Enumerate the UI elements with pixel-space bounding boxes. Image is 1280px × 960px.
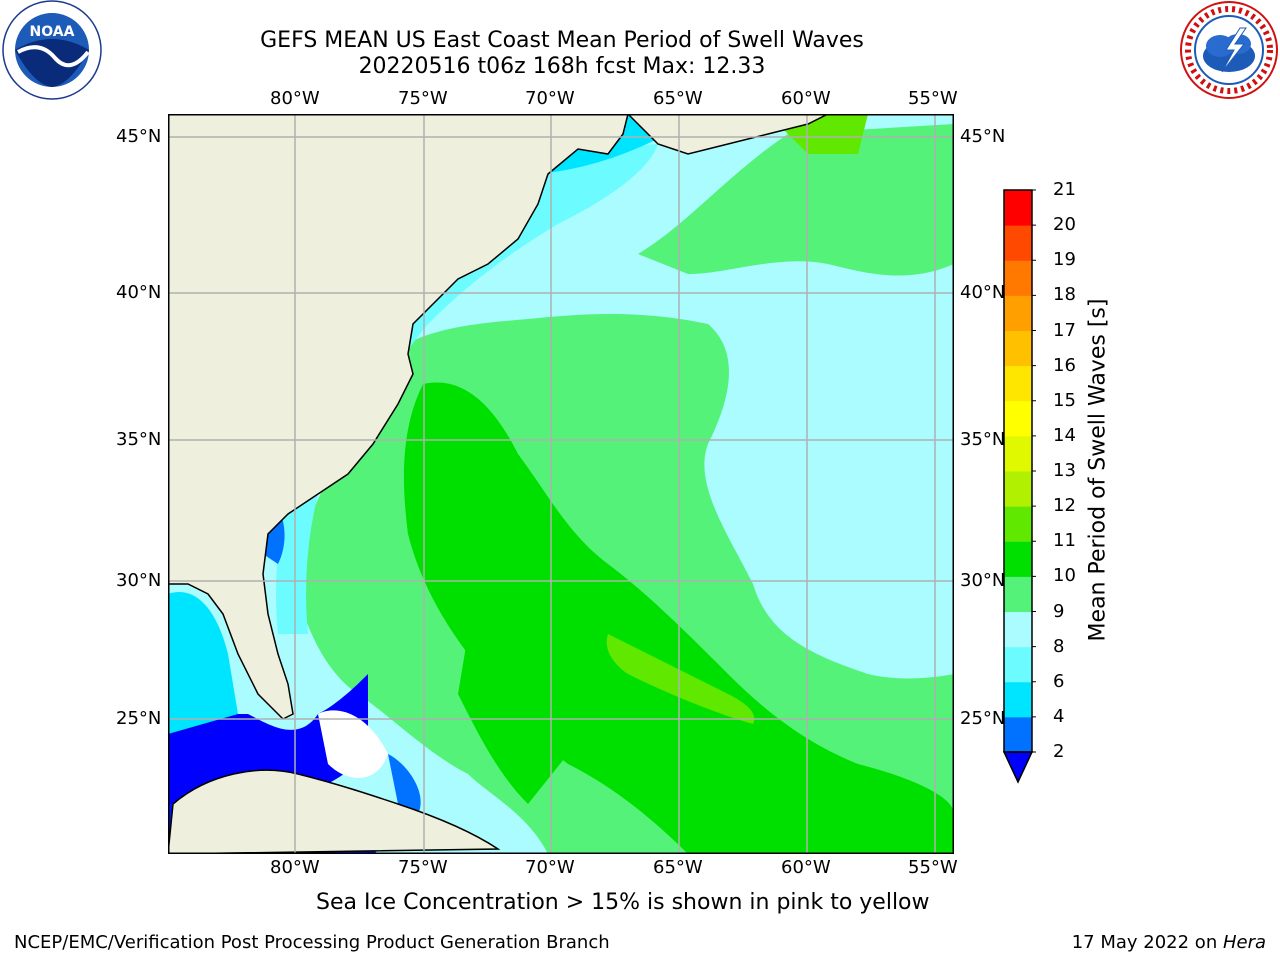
map-border bbox=[168, 114, 954, 854]
colorbar-bin bbox=[1004, 681, 1032, 718]
colorbar-bin bbox=[1004, 576, 1032, 612]
lon-label-top-70w: 70°W bbox=[525, 88, 575, 109]
chart-title: GEFS MEAN US East Coast Mean Period of S… bbox=[260, 28, 864, 53]
lat-label-left-30n: 30°N bbox=[116, 570, 162, 591]
colorbar-under-arrow bbox=[1002, 751, 1034, 784]
land-nova-scotia bbox=[626, 114, 829, 155]
lon-label-top-55w: 55°W bbox=[908, 88, 958, 109]
colorbar-tick-label: 18 bbox=[1053, 284, 1076, 306]
colorbar-bin bbox=[1004, 471, 1032, 507]
land-cuba bbox=[168, 769, 501, 854]
colorbar-bin bbox=[1004, 330, 1032, 367]
colorbar-bin bbox=[1004, 646, 1032, 683]
colorbar-bin bbox=[1004, 225, 1032, 261]
lat-label-right-45n: 45°N bbox=[960, 126, 1006, 147]
chart-subtitle: 20220516 t06z 168h fcst Max: 12.33 bbox=[358, 54, 766, 79]
colorbar-tick-label: 21 bbox=[1053, 179, 1076, 200]
lon-label-bottom-55w: 55°W bbox=[908, 857, 958, 878]
colorbar-tick-label: 4 bbox=[1053, 705, 1065, 727]
colorbar-graphic bbox=[1002, 189, 1036, 784]
lat-label-right-30n: 30°N bbox=[960, 570, 1006, 591]
swell-11-12s-region bbox=[606, 634, 755, 724]
lon-label-top-65w: 65°W bbox=[653, 88, 703, 109]
lon-label-bottom-65w: 65°W bbox=[653, 857, 703, 878]
colorbar-bin bbox=[1004, 435, 1032, 472]
footer-date: 17 May 2022 on Hera bbox=[1072, 932, 1266, 953]
swell-period-map bbox=[168, 114, 954, 854]
lat-label-left-25n: 25°N bbox=[116, 708, 162, 729]
lat-label-left-35n: 35°N bbox=[116, 429, 162, 450]
colorbar-bin bbox=[1004, 190, 1032, 226]
colorbar-tick-label: 15 bbox=[1053, 389, 1076, 411]
colorbar-tick-label: 11 bbox=[1053, 530, 1076, 552]
colorbar-bin bbox=[1004, 506, 1032, 542]
colorbar-tick-label: 2 bbox=[1053, 741, 1065, 762]
colorbar-tick-label: 8 bbox=[1053, 635, 1065, 657]
colorbar-tick-label: 16 bbox=[1053, 354, 1076, 376]
lon-label-top-75w: 75°W bbox=[398, 88, 448, 109]
colorbar-tick-label: 19 bbox=[1053, 249, 1076, 271]
colorbar-tick-label: 14 bbox=[1053, 424, 1076, 446]
land-north-america bbox=[168, 114, 629, 720]
colorbar-bin bbox=[1004, 716, 1032, 753]
footer-date-text: 17 May 2022 on bbox=[1071, 932, 1223, 953]
lat-label-left-40n: 40°N bbox=[116, 282, 162, 303]
lat-label-right-25n: 25°N bbox=[960, 708, 1006, 729]
colorbar-bin bbox=[1004, 541, 1032, 577]
lon-label-top-80w: 80°W bbox=[270, 88, 320, 109]
lat-label-right-40n: 40°N bbox=[960, 282, 1006, 303]
colorbar-tick-label: 20 bbox=[1053, 214, 1076, 236]
colorbar-tick-label: 12 bbox=[1053, 495, 1076, 517]
colorbar-tick-label: 10 bbox=[1053, 565, 1076, 587]
noaa-logo: NOAA bbox=[0, 0, 104, 100]
colorbar-label: Mean Period of Swell Waves [s] bbox=[1085, 298, 1111, 642]
lon-label-bottom-80w: 80°W bbox=[270, 857, 320, 878]
lon-label-top-60w: 60°W bbox=[781, 88, 831, 109]
graticule bbox=[168, 114, 954, 854]
colorbar-bin bbox=[1004, 400, 1032, 437]
noaa-logo-text: NOAA bbox=[30, 24, 75, 40]
lon-label-bottom-75w: 75°W bbox=[398, 857, 448, 878]
colorbar bbox=[1000, 186, 1036, 786]
lat-label-left-45n: 45°N bbox=[116, 126, 162, 147]
colorbar-bin bbox=[1004, 260, 1032, 296]
colorbar-tick-label: 6 bbox=[1053, 670, 1065, 692]
footer-branch: NCEP/EMC/Verification Post Processing Pr… bbox=[14, 932, 610, 953]
lon-label-bottom-70w: 70°W bbox=[525, 857, 575, 878]
colorbar-tick-label: 17 bbox=[1053, 319, 1076, 341]
colorbar-tick-label: 9 bbox=[1053, 600, 1065, 622]
colorbar-bin bbox=[1004, 611, 1032, 648]
lat-label-right-35n: 35°N bbox=[960, 429, 1006, 450]
colorbar-tick-label: 13 bbox=[1053, 460, 1076, 481]
footer-machine: Hera bbox=[1222, 932, 1266, 953]
colorbar-bin bbox=[1004, 295, 1032, 331]
lon-label-bottom-60w: 60°W bbox=[781, 857, 831, 878]
colorbar-bin bbox=[1004, 365, 1032, 402]
nws-logo bbox=[1178, 0, 1280, 100]
sea-ice-note: Sea Ice Concentration > 15% is shown in … bbox=[316, 890, 930, 915]
